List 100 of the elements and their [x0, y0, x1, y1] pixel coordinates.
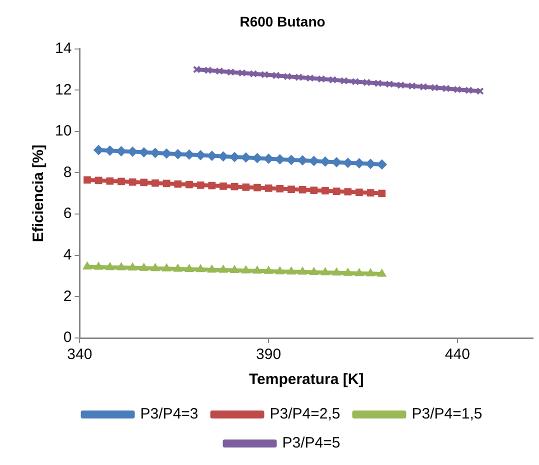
point: [320, 268, 330, 276]
point: [128, 178, 136, 186]
point: [128, 262, 137, 271]
point: [150, 263, 160, 272]
point: [204, 66, 212, 74]
point: [344, 188, 352, 196]
point: [264, 266, 273, 274]
y-tick-label: 0: [63, 329, 72, 346]
point: [366, 189, 374, 196]
point: [162, 180, 170, 188]
point: [322, 187, 329, 194]
point: [374, 79, 382, 88]
point: [230, 265, 239, 273]
point: [82, 262, 92, 270]
point: [342, 158, 353, 168]
point: [366, 158, 376, 169]
point: [218, 265, 228, 273]
point: [150, 148, 160, 158]
point: [430, 84, 439, 92]
point: [298, 266, 307, 275]
point: [140, 178, 148, 186]
point: [172, 149, 183, 160]
point: [140, 263, 148, 271]
point: [254, 184, 261, 192]
point: [310, 267, 318, 276]
point: [84, 176, 91, 184]
point: [442, 84, 450, 92]
point: [344, 268, 352, 276]
point: [274, 154, 285, 164]
point: [94, 262, 103, 270]
point: [252, 266, 262, 274]
point: [354, 268, 364, 276]
point: [362, 78, 371, 86]
point: [216, 67, 224, 75]
point: [238, 69, 246, 77]
point: [230, 152, 240, 162]
point: [106, 262, 114, 270]
point: [192, 66, 201, 74]
x-tick-label: 440: [444, 346, 470, 364]
point: [408, 82, 416, 90]
point: [378, 190, 386, 198]
chart-title: R600 Butano: [240, 13, 326, 30]
point: [376, 159, 387, 170]
point: [218, 151, 228, 162]
point: [396, 81, 405, 89]
point: [378, 268, 386, 277]
point: [286, 154, 296, 165]
point: [298, 155, 308, 166]
x-tick-label: 340: [67, 346, 92, 364]
point: [294, 73, 303, 82]
point: [276, 184, 284, 192]
point: [320, 156, 330, 167]
point: [356, 188, 363, 196]
point: [340, 76, 348, 85]
point: [298, 186, 306, 194]
point: [242, 266, 250, 274]
point: [118, 178, 125, 186]
y-tick-label: 12: [54, 81, 72, 98]
point: [272, 72, 280, 80]
point: [162, 264, 171, 272]
point: [240, 152, 251, 162]
point: [264, 184, 272, 192]
point: [310, 186, 318, 194]
point: [250, 70, 258, 78]
point: [162, 148, 172, 159]
point: [174, 180, 182, 188]
point: [276, 266, 284, 274]
point: [464, 86, 473, 94]
point: [184, 264, 194, 272]
y-tick-label: 2: [63, 288, 72, 305]
x-axis-title: Temperatura [K]: [248, 371, 364, 388]
y-tick-label: 10: [54, 122, 72, 140]
point: [196, 264, 205, 272]
point: [420, 82, 428, 91]
point: [332, 188, 340, 196]
point: [94, 145, 104, 156]
point: [306, 74, 314, 82]
point: [186, 180, 193, 188]
y-tick-label: 6: [63, 205, 72, 222]
point: [352, 78, 360, 86]
legend-label: P3/P4=2,5: [270, 406, 340, 423]
point: [454, 86, 462, 94]
point: [308, 156, 319, 166]
legend-label: P3/P4=1,5: [412, 406, 482, 423]
legend-label: P3/P4=3: [140, 406, 198, 423]
point: [252, 153, 262, 164]
y-axis-title: Eficiencia [%]: [30, 144, 48, 242]
point: [354, 158, 364, 168]
point: [116, 146, 126, 156]
point: [116, 262, 126, 270]
point: [104, 146, 115, 156]
point: [94, 176, 102, 184]
point: [152, 179, 159, 187]
point: [196, 181, 204, 189]
point: [208, 264, 216, 273]
point: [386, 80, 394, 88]
point: [260, 70, 269, 78]
y-tick-label: 8: [63, 164, 72, 181]
point: [106, 177, 114, 185]
y-tick-label: 14: [54, 40, 72, 57]
